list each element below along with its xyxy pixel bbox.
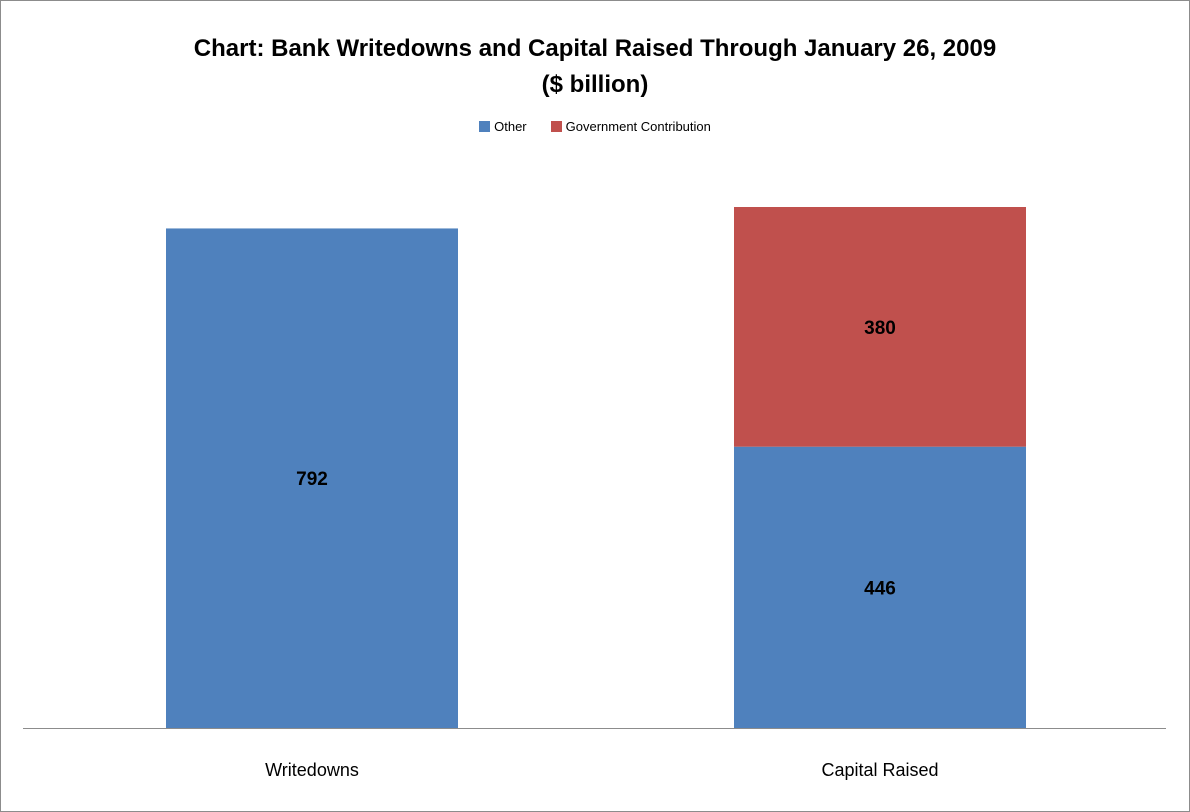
legend-swatch-other (479, 121, 491, 132)
legend-item-other: Other (479, 119, 527, 134)
legend-swatch-government-contribution (550, 121, 562, 132)
bar-capital-raised-government-contribution (734, 207, 1026, 447)
legend-item-government-contribution: Government Contribution (550, 119, 711, 134)
chart-legend: Other Government Contribution (1, 119, 1189, 134)
bar-capital-raised-other (734, 446, 1026, 728)
bar-writedowns-other (166, 228, 458, 728)
chart-title-block: Chart: Bank Writedowns and Capital Raise… (1, 31, 1189, 103)
chart-title: Chart: Bank Writedowns and Capital Raise… (193, 35, 997, 62)
chart-subtitle: ($ billion) (541, 71, 649, 98)
x-tick-label-writedowns: Writedowns (265, 760, 359, 780)
data-label-writedowns-other: 792 (296, 469, 328, 490)
data-label-capital-raised-other: 446 (864, 578, 896, 599)
legend-label-government-contribution: Government Contribution (565, 119, 711, 134)
legend-label-other: Other (494, 119, 527, 134)
x-tick-label-capital-raised: Capital Raised (821, 760, 938, 780)
data-label-capital-raised-government-contribution: 380 (864, 318, 896, 339)
